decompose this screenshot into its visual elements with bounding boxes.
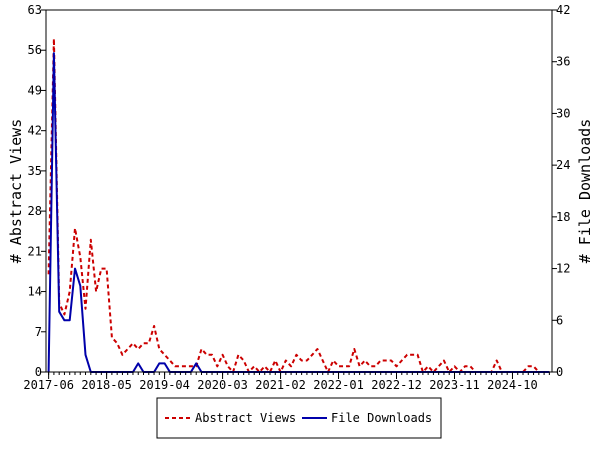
y-tick-label-right: 6 bbox=[556, 313, 563, 327]
y-tick-label-left: 56 bbox=[28, 43, 42, 57]
x-tick-label: 2018-05 bbox=[81, 378, 132, 392]
y-tick-label-left: 63 bbox=[28, 3, 42, 17]
y-tick-label-left: 0 bbox=[35, 365, 42, 379]
series-line-abstract-views bbox=[47, 37, 550, 373]
legend-label-file-downloads: File Downloads bbox=[331, 411, 432, 425]
x-tick-label: 2021-02 bbox=[255, 378, 306, 392]
x-tick-label: 2022-12 bbox=[371, 378, 422, 392]
y-tick-label-left: 21 bbox=[28, 244, 42, 258]
legend-box bbox=[156, 397, 442, 439]
y-tick-label-right: 24 bbox=[556, 158, 570, 172]
legend: Abstract Views File Downloads bbox=[156, 397, 442, 439]
y-tick-label-left: 49 bbox=[28, 83, 42, 97]
plot-area-frame bbox=[45, 9, 553, 373]
series-line-file-downloads bbox=[47, 52, 550, 373]
y-tick-label-left: 35 bbox=[28, 164, 42, 178]
y-tick-label-right: 12 bbox=[556, 262, 570, 276]
legend-label-abstract-views: Abstract Views bbox=[195, 411, 296, 425]
y-tick-label-right: 42 bbox=[556, 3, 570, 17]
x-tick-label: 2020-03 bbox=[197, 378, 248, 392]
y-tick-label-right: 30 bbox=[556, 106, 570, 120]
y-tick-label-right: 36 bbox=[556, 55, 570, 69]
y-tick-label-left: 14 bbox=[28, 285, 42, 299]
y-tick-label-left: 42 bbox=[28, 124, 42, 138]
y-tick-label-left: 28 bbox=[28, 204, 42, 218]
y-tick-label-left: 7 bbox=[35, 325, 42, 339]
x-tick-label: 2023-11 bbox=[429, 378, 480, 392]
y-axis-title-left: # Abstract Views bbox=[7, 119, 25, 264]
y-tick-label-right: 18 bbox=[556, 210, 570, 224]
x-tick-label: 2024-10 bbox=[487, 378, 538, 392]
y-axis-title-right: # File Downloads bbox=[576, 119, 594, 264]
x-tick-label: 2019-04 bbox=[139, 378, 190, 392]
x-tick-label: 2022-01 bbox=[313, 378, 364, 392]
y-tick-label-right: 0 bbox=[556, 365, 563, 379]
x-tick-label: 2017-06 bbox=[23, 378, 74, 392]
